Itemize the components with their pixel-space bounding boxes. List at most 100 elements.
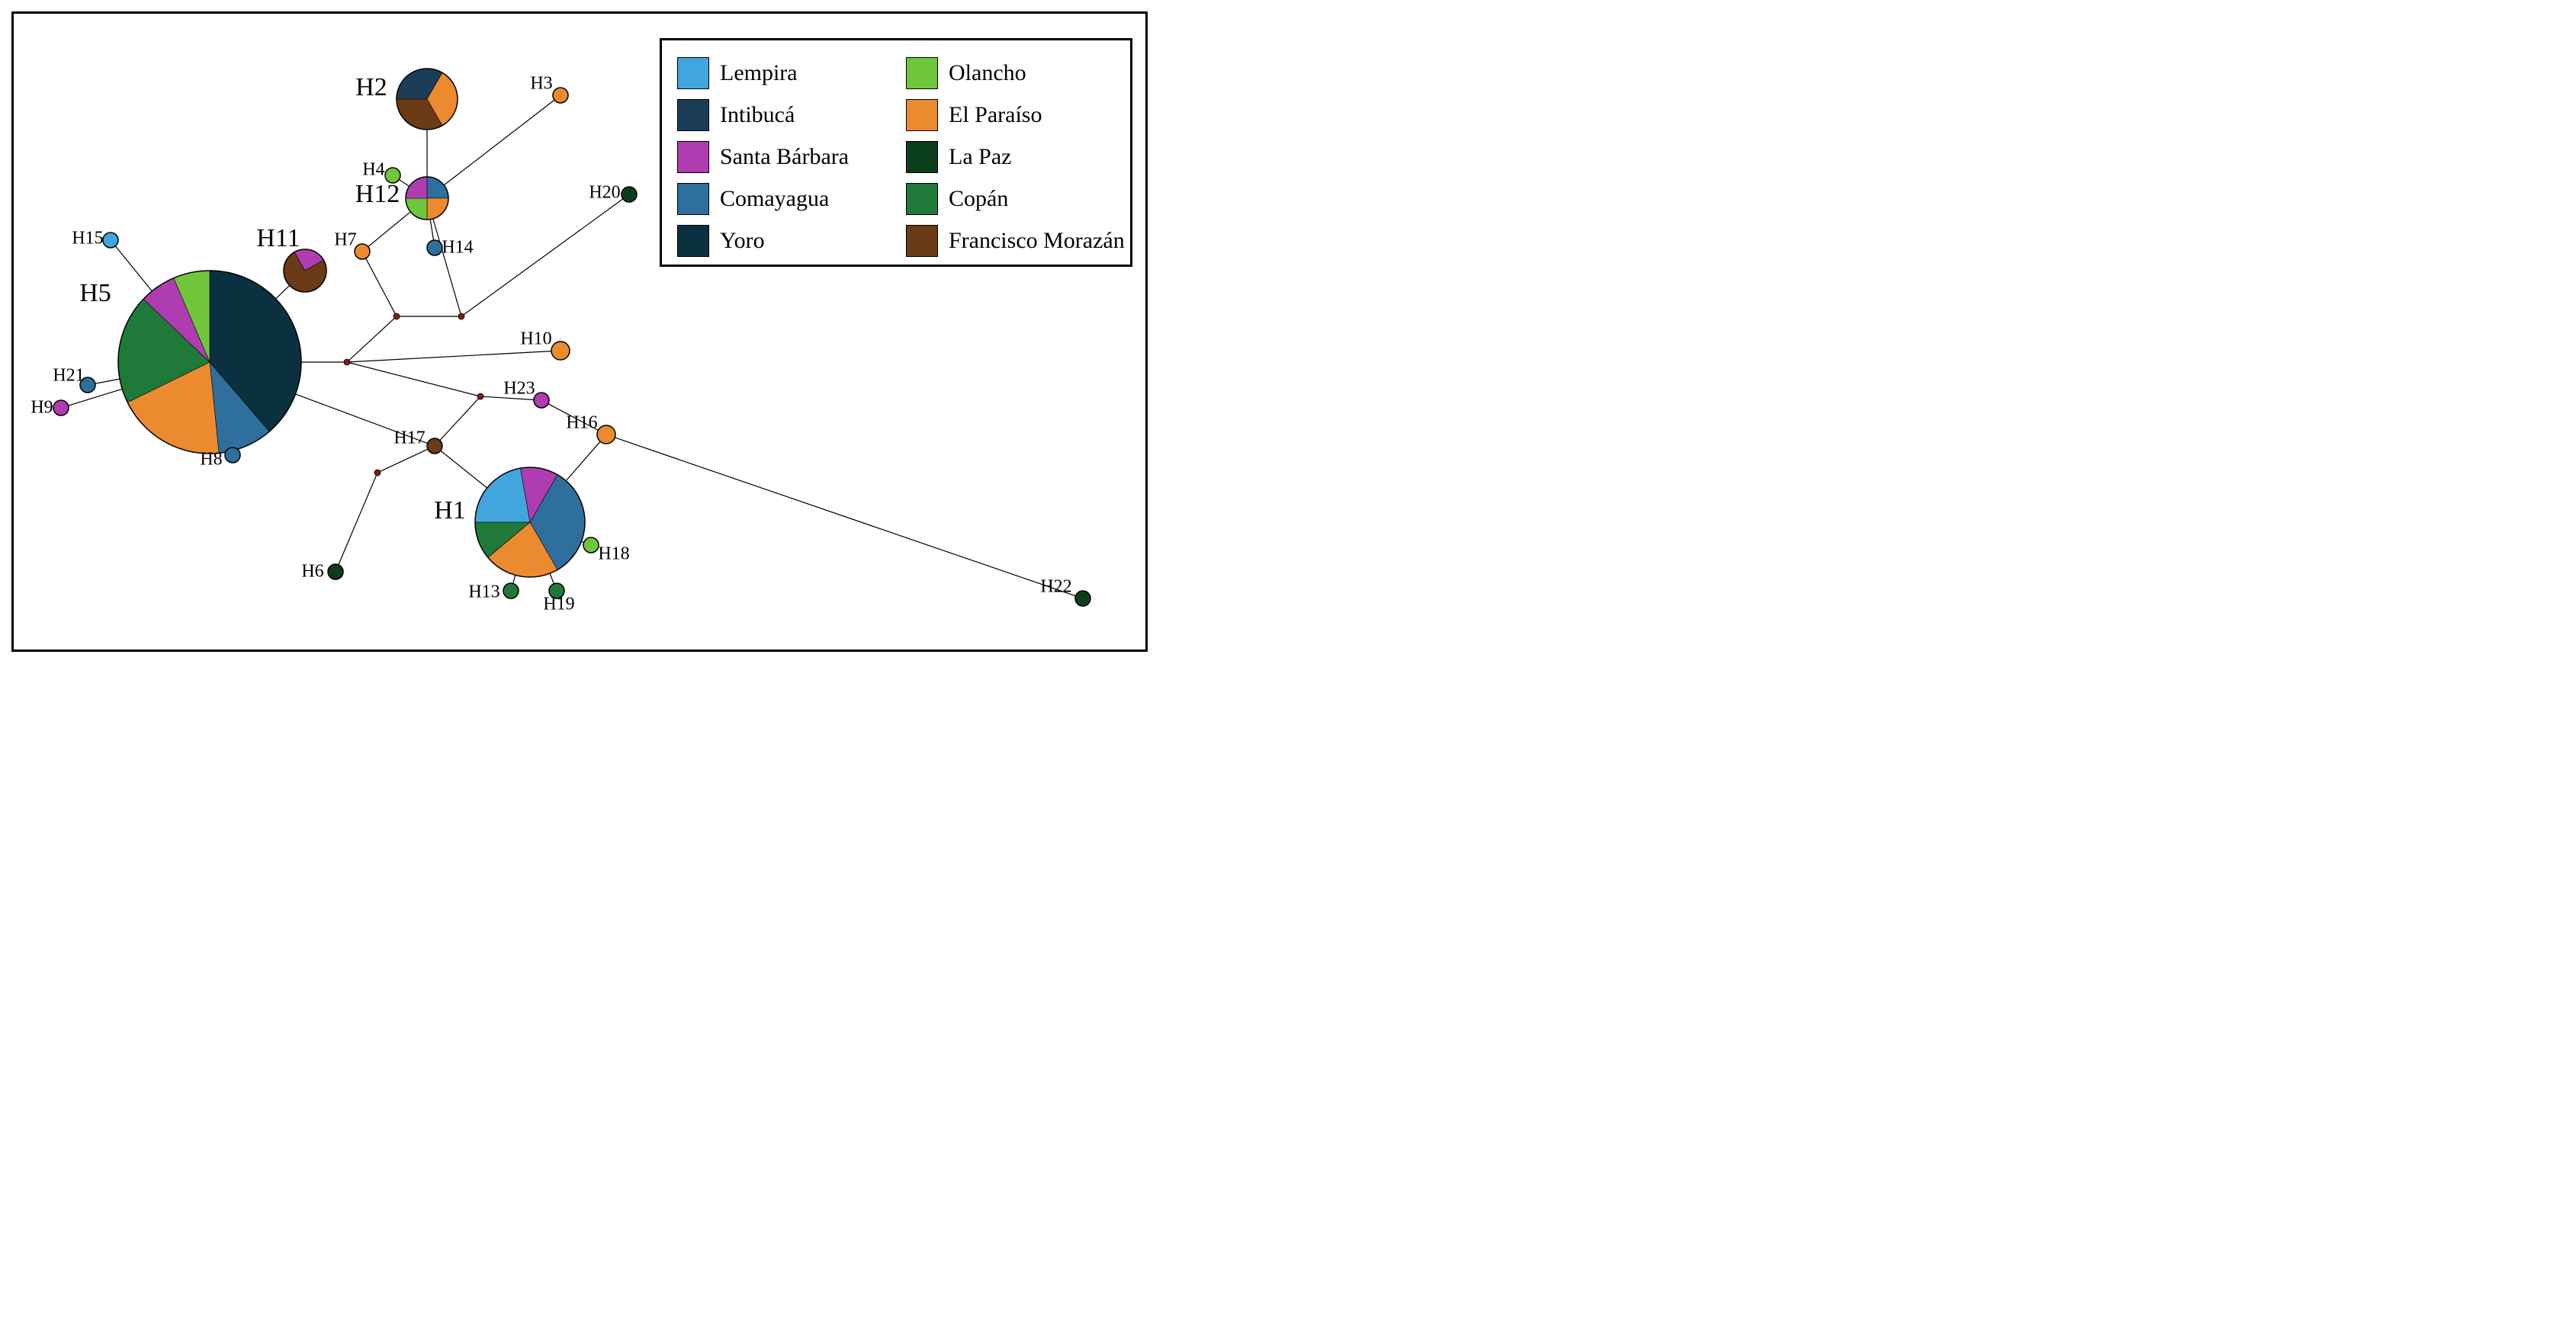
legend-swatch-elparaiso xyxy=(906,99,938,131)
haplotype-node-H8 xyxy=(225,447,240,463)
haplotype-label-H18: H18 xyxy=(598,544,629,565)
haplotype-node-H9 xyxy=(53,400,69,415)
median-node-m5 xyxy=(374,470,381,476)
haplotype-label-H17: H17 xyxy=(393,428,425,449)
legend-label-lapaz: La Paz xyxy=(949,144,1011,170)
network-plot: H5 H1 H2 H12 H11 H3 H4 H6 H7 H8 H9 H10 H13 H14 H15 H16 H… xyxy=(11,11,1148,652)
haplotype-label-H2: H2 xyxy=(355,73,387,102)
haplotype-node-H17 xyxy=(427,438,442,454)
haplotype-node-H18 xyxy=(583,537,599,553)
edge-H5-H15 xyxy=(115,246,152,291)
edge-H17-m5 xyxy=(381,449,428,471)
haplotype-node-H16 xyxy=(597,425,615,444)
haplotype-label-H21: H21 xyxy=(53,366,84,387)
legend-label-copan: Copán xyxy=(949,186,1008,212)
legend-swatch-lempira xyxy=(677,57,709,89)
legend-item-elparaiso: El Paraíso xyxy=(906,94,1042,136)
edge-H7-H12 xyxy=(368,212,411,247)
haplotype-node-H20 xyxy=(622,187,637,202)
legend-label-olancho: Olancho xyxy=(949,60,1026,86)
edge-H16-H1 xyxy=(566,441,600,481)
haplotype-label-H6: H6 xyxy=(301,562,323,582)
haplotype-node-H14 xyxy=(427,240,442,255)
edge-m1-m4 xyxy=(350,363,477,396)
haplotype-label-H23: H23 xyxy=(503,379,535,399)
edge-H5-H21 xyxy=(95,379,120,383)
median-node-m4 xyxy=(477,393,483,399)
legend-item-yoro: Yoro xyxy=(677,220,765,261)
haplotype-node-H3 xyxy=(553,88,568,103)
legend-box: Lempira Intibucá Santa Bárbara Comayagua Yor… xyxy=(660,38,1132,267)
median-node-m1 xyxy=(344,359,350,365)
haplotype-node-H12 xyxy=(406,177,448,220)
legend-item-intibuca: Intibucá xyxy=(677,94,795,136)
legend-item-comayagua: Comayagua xyxy=(677,178,829,220)
legend-item-copan: Copán xyxy=(906,178,1008,220)
edge-H12-H4 xyxy=(399,180,409,187)
legend-swatch-comayagua xyxy=(677,183,709,215)
haplotype-node-H7 xyxy=(355,244,370,259)
haplotype-node-H10 xyxy=(551,342,570,360)
edge-H12-H14 xyxy=(430,220,433,240)
legend-swatch-copan xyxy=(906,183,938,215)
legend-swatch-sbarbara xyxy=(677,141,709,173)
edge-H12-H3 xyxy=(444,100,554,185)
edge-H1-H19 xyxy=(550,573,554,584)
haplotype-label-H9: H9 xyxy=(31,398,53,419)
haplotype-label-H7: H7 xyxy=(334,230,356,251)
haplotype-label-H11: H11 xyxy=(256,224,300,253)
haplotype-label-H1: H1 xyxy=(434,496,466,525)
legend-label-lempira: Lempira xyxy=(720,60,798,86)
legend-item-fmorazan: Francisco Morazán xyxy=(906,220,1125,261)
haplotype-label-H5: H5 xyxy=(79,279,111,308)
legend-swatch-olancho xyxy=(906,57,938,89)
haplotype-label-H13: H13 xyxy=(468,582,499,603)
edge-m4-H17 xyxy=(440,399,479,441)
legend-item-lempira: Lempira xyxy=(677,52,798,94)
haplotype-node-H5 xyxy=(118,271,301,454)
haplotype-node-H15 xyxy=(103,233,118,248)
edge-m3-H12 xyxy=(433,219,461,313)
legend-label-intibuca: Intibucá xyxy=(720,102,795,128)
legend-item-olancho: Olancho xyxy=(906,52,1026,94)
haplotype-label-H8: H8 xyxy=(200,450,222,470)
edge-m5-H6 xyxy=(339,476,377,565)
haplotype-label-H19: H19 xyxy=(543,595,574,615)
legend-swatch-lapaz xyxy=(906,141,938,173)
haplotype-node-H1 xyxy=(475,467,585,577)
median-node-m3 xyxy=(458,313,464,319)
haplotype-label-H20: H20 xyxy=(589,183,620,204)
haplotype-node-H6 xyxy=(328,564,343,579)
edge-m1-m2 xyxy=(349,319,394,361)
legend-label-elparaiso: El Paraíso xyxy=(949,102,1042,128)
haplotype-node-H11 xyxy=(284,249,326,292)
haplotype-node-H23 xyxy=(534,393,549,408)
haplotype-label-H4: H4 xyxy=(362,160,384,181)
legend-label-fmorazan: Francisco Morazán xyxy=(949,228,1125,254)
edge-H17-H1 xyxy=(441,451,487,488)
haplotype-node-H2 xyxy=(397,69,458,130)
haplotype-label-H10: H10 xyxy=(520,329,551,350)
median-node-m2 xyxy=(393,313,400,319)
legend-item-lapaz: La Paz xyxy=(906,136,1011,178)
haplotype-node-H13 xyxy=(503,583,519,598)
median-nodes-group xyxy=(344,313,483,476)
legend-label-comayagua: Comayagua xyxy=(720,186,829,212)
haplotype-label-H14: H14 xyxy=(442,238,473,258)
edge-H5-H9 xyxy=(69,389,123,406)
edge-H16-H22 xyxy=(615,438,1075,596)
haplotype-label-H15: H15 xyxy=(72,229,103,249)
legend-swatch-yoro xyxy=(677,225,709,257)
haplotype-label-H3: H3 xyxy=(530,74,552,95)
haplotype-label-H12: H12 xyxy=(355,180,400,209)
edge-m1-H10 xyxy=(350,351,551,362)
legend-swatch-fmorazan xyxy=(906,225,938,257)
edge-m3-H20 xyxy=(464,199,623,315)
figure-root: H5 H1 H2 H12 H11 H3 H4 H6 H7 H8 H9 H10 H13 H14 H15 H16 H… xyxy=(0,0,1159,663)
legend-label-yoro: Yoro xyxy=(720,228,765,254)
edge-H1-H13 xyxy=(513,575,516,583)
legend-swatch-intibuca xyxy=(677,99,709,131)
haplotype-node-H22 xyxy=(1075,591,1090,606)
haplotype-label-H16: H16 xyxy=(566,413,597,434)
legend-item-sbarbara: Santa Bárbara xyxy=(677,136,849,178)
